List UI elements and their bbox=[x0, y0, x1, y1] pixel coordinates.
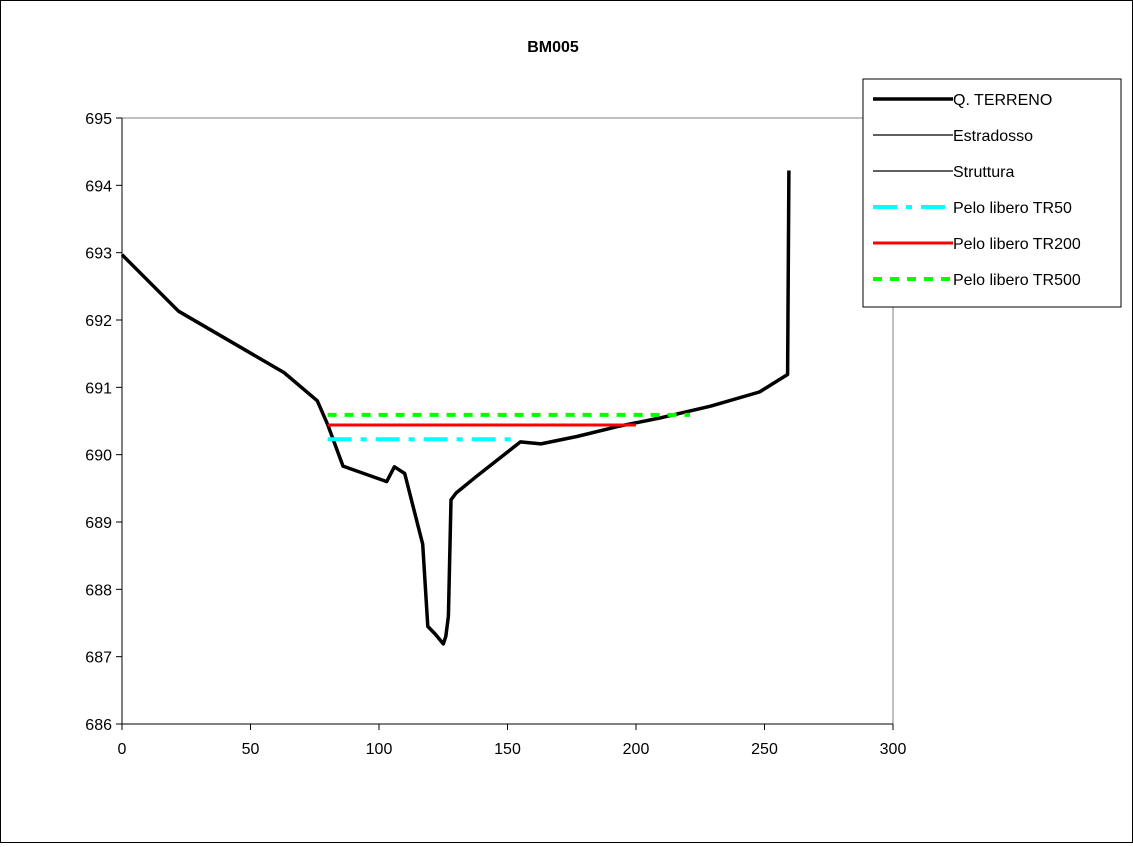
y-tick-label: 694 bbox=[85, 178, 112, 195]
y-tick-label: 689 bbox=[85, 515, 112, 532]
x-tick-label: 0 bbox=[118, 741, 127, 758]
y-tick-label: 695 bbox=[85, 111, 112, 128]
x-tick-label: 100 bbox=[366, 741, 393, 758]
x-tick-label: 250 bbox=[751, 741, 778, 758]
y-tick-label: 686 bbox=[85, 717, 112, 734]
x-tick-label: 200 bbox=[623, 741, 650, 758]
legend-box bbox=[862, 78, 1122, 308]
x-tick-label: 150 bbox=[494, 741, 521, 758]
y-tick-label: 693 bbox=[85, 246, 112, 263]
y-tick-label: 691 bbox=[85, 380, 112, 397]
legend-label: Pelo libero TR500 bbox=[953, 272, 1081, 289]
plot-area: 686 687 688 689 690 691 692 693 694 695 0 50 100 150 2… bbox=[85, 111, 906, 758]
y-tick-label: 687 bbox=[85, 650, 112, 667]
legend-label: Pelo libero TR200 bbox=[953, 236, 1081, 253]
legend-label: Q. TERRENO bbox=[953, 92, 1052, 109]
chart-title: BM005 bbox=[527, 39, 579, 56]
legend-label: Pelo libero TR50 bbox=[953, 200, 1072, 217]
series-line-q-terreno bbox=[120, 170, 791, 646]
y-tick-label: 688 bbox=[85, 582, 112, 599]
y-tick-label: 690 bbox=[85, 448, 112, 465]
x-tick-label: 300 bbox=[880, 741, 907, 758]
legend-label: Estradosso bbox=[953, 128, 1033, 145]
legend: Q. TERRENO Estradosso Struttura Pelo libero… bbox=[862, 78, 1122, 308]
legend-label: Struttura bbox=[953, 164, 1014, 181]
y-tick-label: 692 bbox=[85, 313, 112, 330]
x-tick-label: 50 bbox=[242, 741, 260, 758]
